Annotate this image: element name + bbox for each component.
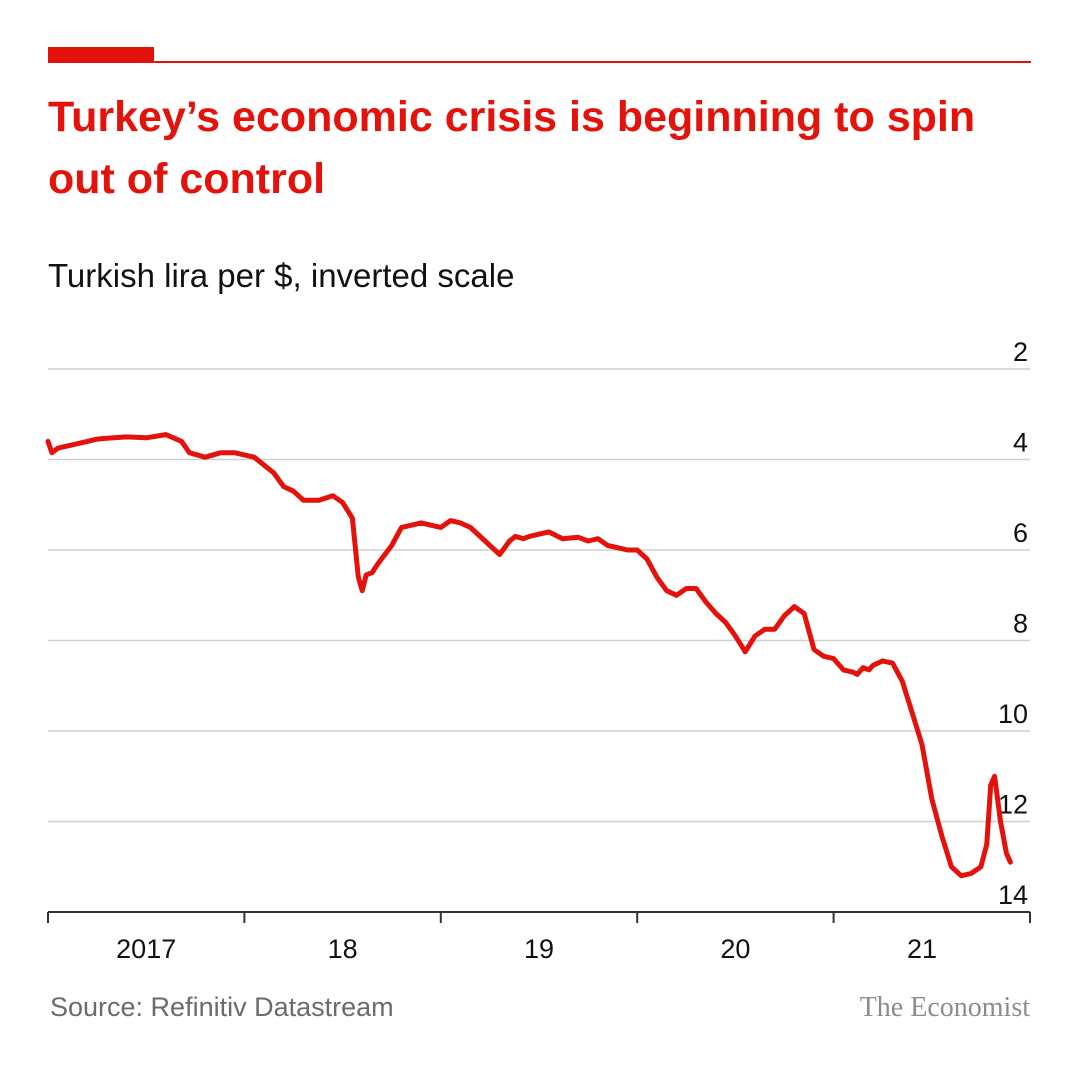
top-rule [48,61,1031,63]
x-tick-label: 21 [907,934,937,964]
y-tick-label: 6 [1013,518,1028,548]
y-tick-label: 8 [1013,609,1028,639]
accent-bar [48,47,154,62]
x-tick-label: 18 [328,934,358,964]
x-tick-label: 19 [524,934,554,964]
chart-subtitle: Turkish lira per $, inverted scale [48,257,515,294]
chart-title: Turkey’s economic crisis is beginning to… [48,93,976,203]
y-tick-label: 10 [998,699,1028,729]
y-tick-label: 2 [1013,337,1028,367]
y-tick-label: 14 [998,880,1028,910]
series-line [45,432,1013,879]
y-tick-label: 4 [1013,428,1028,458]
brand-logo: The Economist [859,992,1030,1023]
source-note: Source: Refinitiv Datastream [50,992,394,1022]
x-tick-label: 20 [720,934,750,964]
x-tick-label: 2017 [116,934,176,964]
y-tick-label: 12 [998,790,1028,820]
